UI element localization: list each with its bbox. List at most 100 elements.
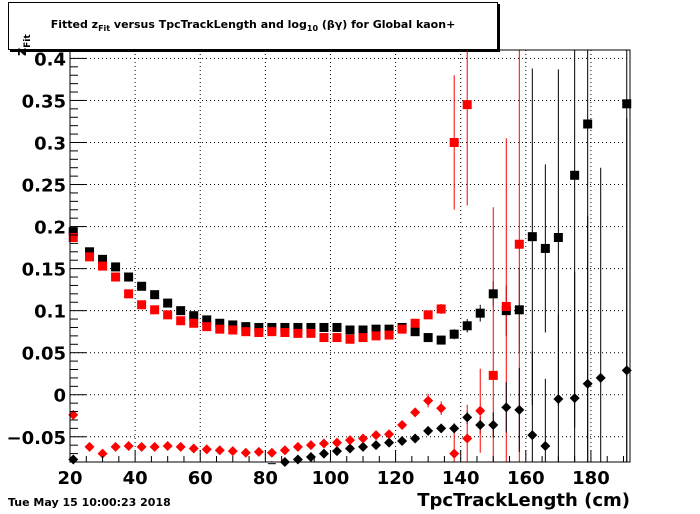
square-marker [68,227,78,237]
square-marker [553,233,563,243]
diamond-marker [358,433,369,444]
diamond-marker [423,425,434,436]
diamond-marker [397,420,408,431]
square-marker [332,333,342,343]
diamond-marker [279,445,290,456]
diamond-marker [123,441,134,452]
diamond-marker [449,448,460,459]
diamond-marker [266,447,277,458]
x-tick-label: 120 [377,468,415,489]
diamond-marker [292,441,303,452]
diamond-marker [318,448,329,459]
square-marker [189,318,199,328]
square-marker [280,328,290,338]
square-marker [540,243,550,253]
y-tick-label: 0.05 [22,344,66,365]
square-marker [293,322,303,332]
square-marker [228,325,238,335]
diamond-marker [384,429,395,440]
x-tick-label: 60 [188,468,213,489]
square-marker [68,233,78,243]
square-marker [163,298,173,308]
diamond-marker [136,441,147,452]
error-bars [69,50,631,465]
grid-lines [69,50,630,462]
square-marker [319,333,329,343]
timestamp: Tue May 15 10:00:23 2018 [8,496,171,509]
square-marker [111,262,121,272]
diamond-marker [527,430,538,441]
square-marker [215,318,225,328]
square-marker [215,324,225,334]
diamond-marker [162,441,173,452]
square-marker [570,170,580,180]
x-tick-labels: 20 40 60 80 100 120 140 160 180 [57,468,609,489]
plot-frame [69,49,631,463]
square-marker [306,322,316,332]
square-marker [202,315,212,325]
diamond-marker [621,365,632,376]
square-marker [462,321,472,331]
diamond-marker [97,448,108,459]
diamond-marker [595,372,606,383]
square-marker [124,289,134,299]
diamond-marker [358,441,369,452]
diamond-marker [462,433,473,444]
square-marker [449,137,459,147]
square-marker [436,335,446,345]
diamond-marker [488,420,499,431]
y-tick-label: 0.15 [22,260,66,281]
diamond-marker [501,402,512,413]
square-marker [241,322,251,332]
square-marker [514,305,524,315]
square-marker [85,252,95,262]
diamond-marker [227,446,238,457]
square-marker [150,305,160,315]
diamond-marker [201,444,212,455]
square-marker [319,322,329,332]
square-marker [488,289,498,299]
diamond-marker [305,451,316,462]
square-marker [436,304,446,314]
title-box: Fitted zFit versus TpcTrackLength and lo… [8,2,498,50]
diamond-marker [582,378,593,389]
x-tick-label: 40 [123,468,148,489]
square-marker [202,322,212,332]
diamond-marker [110,441,121,452]
y-tick-label: 0.35 [22,91,66,112]
diamond-marker [397,435,408,446]
square-marker [150,290,160,300]
y-tick-label: 0.2 [34,218,66,239]
y-tick-label: −0.05 [7,428,67,449]
square-marker [189,311,199,321]
diamond-marker [569,393,580,404]
x-tick-label: 140 [442,468,480,489]
diamond-marker [345,443,355,454]
square-marker [176,316,186,326]
x-tick-label: 20 [57,468,82,489]
square-marker [410,327,420,337]
square-marker [345,334,355,344]
diamond-marker [84,441,95,452]
square-marker [254,322,264,332]
x-tick-label: 180 [572,468,610,489]
square-marker [397,324,407,334]
x-tick-label: 160 [507,468,545,489]
diamond-marker [345,435,355,446]
diamond-marker [305,440,316,451]
square-marker [384,330,394,340]
y-tick-label: 0.25 [22,176,66,197]
diamond-marker [553,393,564,404]
y-tick-label: 0 [53,386,66,407]
y-tick-label: 0.1 [34,302,66,323]
axis-ticks [69,49,624,463]
square-marker [98,254,108,264]
square-marker [358,325,368,335]
y-tick-label: 0.4 [34,49,66,70]
square-marker [267,327,277,337]
diamond-marker [318,438,329,449]
diamond-marker [175,441,186,452]
diamond-marker [371,430,382,441]
diamond-marker [475,420,486,431]
